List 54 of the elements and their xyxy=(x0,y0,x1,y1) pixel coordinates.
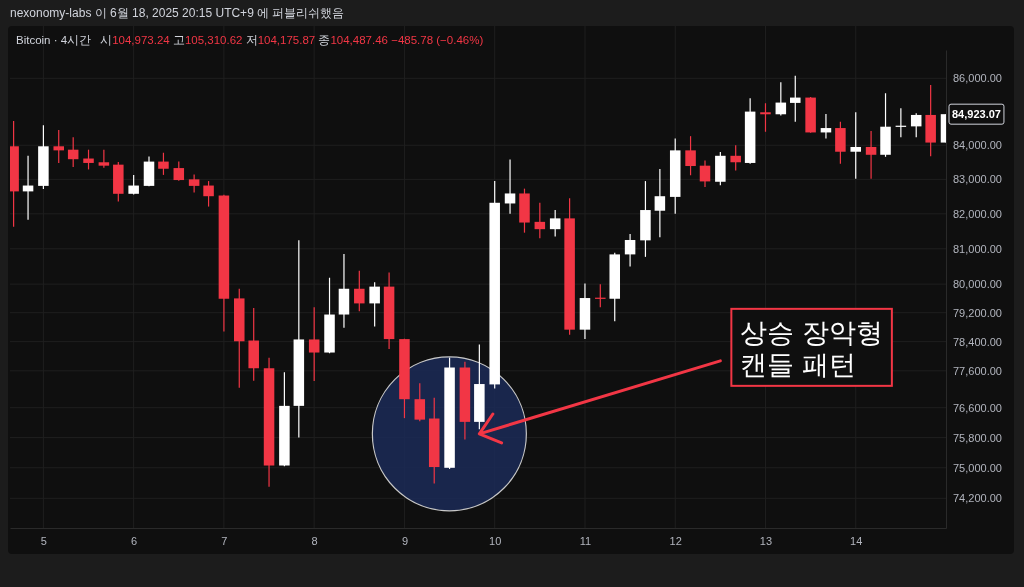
x-tick-label: 7 xyxy=(221,534,228,547)
chart-title: Bitcoin · 4시간 xyxy=(16,34,92,47)
x-tick-label: 14 xyxy=(850,534,863,547)
y-tick-label: 78,400.00 xyxy=(953,335,1002,348)
y-tick-label: 76,600.00 xyxy=(953,401,1002,414)
x-tick-label: 9 xyxy=(401,534,408,547)
y-tick-label: 82,000.00 xyxy=(953,207,1002,220)
candlestick xyxy=(910,112,922,138)
candlestick xyxy=(865,130,877,180)
candlestick xyxy=(624,233,636,267)
y-tick-label: 77,600.00 xyxy=(953,364,1002,377)
x-tick-label: 8 xyxy=(311,534,318,547)
candlestick xyxy=(83,149,94,171)
candlestick xyxy=(685,135,696,176)
candlestick xyxy=(98,149,110,169)
text: 84,923.07 xyxy=(952,108,1001,121)
candlestick xyxy=(790,75,801,123)
y-tick-label: 79,200.00 xyxy=(953,306,1002,319)
y-tick-label: 75,800.00 xyxy=(953,431,1002,444)
candlestick xyxy=(414,382,426,422)
candlestick xyxy=(504,158,516,215)
candlestick xyxy=(760,102,771,133)
candlestick xyxy=(549,209,561,238)
text: nexonomy-labs 이 6월 18, 2025 20:15 UTC+9 에 퍼블리쉬했음 xyxy=(10,6,345,21)
candlestick xyxy=(173,160,185,182)
y-tick-label: 84,000.00 xyxy=(953,139,1002,152)
x-tick-label: 11 xyxy=(579,534,592,547)
y-tick-label: 75,000.00 xyxy=(953,461,1002,474)
y-tick-label: 80,000.00 xyxy=(953,278,1002,291)
y-tick-label: 86,000.00 xyxy=(953,72,1002,85)
y-tick-label: 81,000.00 xyxy=(953,242,1002,255)
x-tick-label: 6 xyxy=(131,534,138,547)
candlestick xyxy=(53,129,64,164)
candlestick xyxy=(654,168,666,238)
candlestick xyxy=(850,111,861,180)
candlestick xyxy=(534,202,546,239)
candlestick xyxy=(354,270,365,312)
x-tick-label: 5 xyxy=(40,534,47,547)
y-tick-label: 74,200.00 xyxy=(953,492,1002,505)
chart-subtitle: 시104,973.24 고105,310.62 저104,175.87 종104,487.46 −485.78 (−0.46%) xyxy=(100,34,484,47)
x-tick-label: 13 xyxy=(759,534,773,547)
candlestick xyxy=(158,152,169,176)
x-tick-label: 12 xyxy=(669,534,682,547)
candlestick xyxy=(835,121,846,165)
candlestick xyxy=(699,159,711,188)
y-tick-label: 83,000.00 xyxy=(953,173,1002,186)
annotation: 상승 장악형 캔들 패턴 xyxy=(740,317,883,380)
candlestick xyxy=(203,180,214,208)
x-tick-label: 10 xyxy=(489,534,502,547)
candlestick xyxy=(369,281,380,328)
candlestick xyxy=(67,136,79,168)
candlestick xyxy=(188,173,200,194)
candlestick xyxy=(730,144,741,172)
candlestick xyxy=(308,306,320,382)
